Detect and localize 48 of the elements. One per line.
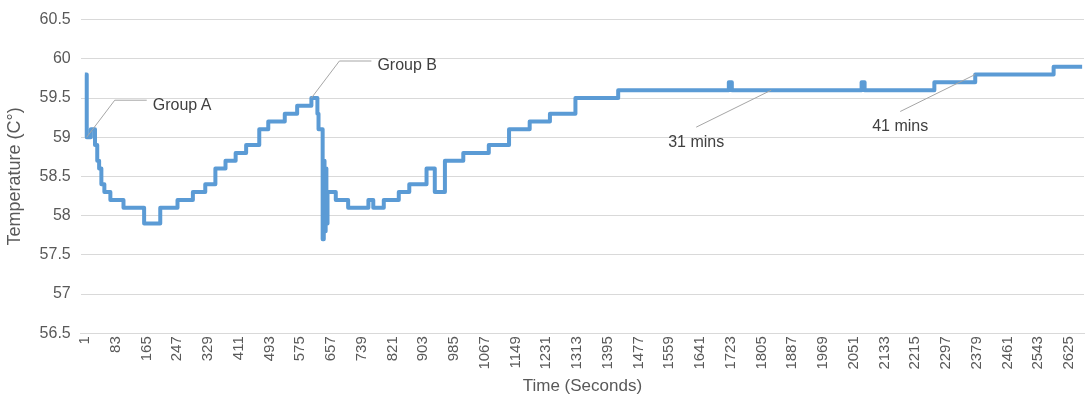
x-tick-label: 1559 <box>659 336 677 370</box>
y-tick-label: 60.5 <box>39 10 71 28</box>
x-tick-label: 165 <box>136 336 154 362</box>
x-tick-label: 2215 <box>905 336 923 370</box>
x-tick-label: 329 <box>198 336 216 362</box>
annotation: 41 mins <box>872 116 929 134</box>
x-tick-label: 2379 <box>966 336 984 370</box>
x-tick-label: 493 <box>259 336 277 362</box>
x-tick-label: 83 <box>105 336 123 353</box>
annotation: Group B <box>377 56 437 74</box>
x-tick-label: 247 <box>167 336 185 362</box>
y-tick-label: 57.5 <box>39 245 71 263</box>
y-tick-label: 59.5 <box>39 88 71 106</box>
x-tick-label: 2625 <box>1059 336 1077 370</box>
annotation: Group A <box>152 95 212 113</box>
annotation: 31 mins <box>668 132 725 150</box>
y-tick-label: 57 <box>52 284 71 302</box>
x-tick-label: 1149 <box>505 336 523 369</box>
x-tick-label: 2051 <box>843 336 861 370</box>
x-tick-label: 985 <box>444 336 462 362</box>
x-tick-label: 739 <box>351 336 369 362</box>
x-axis-title: Time (Seconds) <box>522 376 643 396</box>
x-tick-label: 821 <box>382 336 400 362</box>
x-tick-label: 411 <box>228 336 246 361</box>
x-tick-label: 1231 <box>536 336 554 370</box>
y-tick-label: 58 <box>52 206 71 224</box>
x-tick-label: 2297 <box>936 336 954 370</box>
x-tick-label: 1641 <box>690 336 708 370</box>
x-tick-label: 1313 <box>567 336 585 370</box>
x-tick-label: 1477 <box>628 336 646 370</box>
x-tick-label: 1723 <box>720 336 738 370</box>
y-tick-label: 56.5 <box>39 323 71 341</box>
y-axis-title: Temperature (C°) <box>3 107 24 246</box>
y-tick-label: 59 <box>52 127 71 145</box>
x-tick-label: 1887 <box>782 336 800 370</box>
x-tick-label: 1805 <box>751 336 769 370</box>
x-tick-label: 575 <box>290 336 308 362</box>
x-tick-label: 1 <box>75 336 93 345</box>
x-tick-label: 2133 <box>874 336 892 370</box>
x-tick-label: 2461 <box>997 336 1015 370</box>
x-tick-label: 657 <box>321 336 339 362</box>
y-tick-label: 58.5 <box>39 166 71 184</box>
x-tick-label: 1969 <box>813 336 831 370</box>
y-tick-label: 60 <box>52 49 71 67</box>
x-tick-label: 1067 <box>474 336 492 370</box>
x-tick-label: 903 <box>413 336 431 362</box>
x-tick-label: 2543 <box>1028 336 1046 370</box>
x-tick-label: 1395 <box>597 336 615 370</box>
